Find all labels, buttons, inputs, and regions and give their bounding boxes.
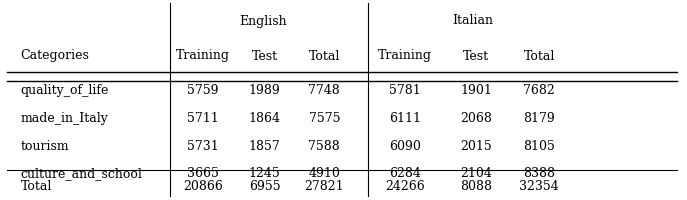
Text: 7682: 7682 bbox=[523, 84, 555, 97]
Text: 27821: 27821 bbox=[304, 180, 344, 194]
Text: English: English bbox=[239, 15, 287, 27]
Text: 7748: 7748 bbox=[308, 84, 340, 97]
Text: 6090: 6090 bbox=[390, 140, 421, 153]
Text: 8105: 8105 bbox=[523, 140, 555, 153]
Text: culture_and_school: culture_and_school bbox=[21, 167, 142, 180]
Text: 2068: 2068 bbox=[460, 112, 492, 125]
Text: 6955: 6955 bbox=[249, 180, 280, 194]
Text: 5731: 5731 bbox=[187, 140, 218, 153]
Text: 1901: 1901 bbox=[460, 84, 492, 97]
Text: Total: Total bbox=[21, 180, 52, 194]
Text: 8388: 8388 bbox=[523, 167, 555, 180]
Text: 7575: 7575 bbox=[308, 112, 340, 125]
Text: 6284: 6284 bbox=[390, 167, 421, 180]
Text: Test: Test bbox=[463, 49, 489, 62]
Text: 1245: 1245 bbox=[249, 167, 280, 180]
Text: Training: Training bbox=[176, 49, 229, 62]
Text: Total: Total bbox=[523, 49, 555, 62]
Text: 7588: 7588 bbox=[308, 140, 340, 153]
Text: 8088: 8088 bbox=[460, 180, 492, 194]
Text: 4910: 4910 bbox=[308, 167, 340, 180]
Text: made_in_Italy: made_in_Italy bbox=[21, 112, 109, 125]
Text: 3665: 3665 bbox=[187, 167, 218, 180]
Text: 5711: 5711 bbox=[187, 112, 218, 125]
Text: 20866: 20866 bbox=[183, 180, 223, 194]
Text: tourism: tourism bbox=[21, 140, 69, 153]
Text: 2015: 2015 bbox=[460, 140, 492, 153]
Text: Test: Test bbox=[251, 49, 278, 62]
Text: Italian: Italian bbox=[452, 15, 493, 27]
Text: 1864: 1864 bbox=[249, 112, 280, 125]
Text: 1989: 1989 bbox=[249, 84, 280, 97]
Text: 32354: 32354 bbox=[519, 180, 559, 194]
Text: Training: Training bbox=[379, 49, 432, 62]
Text: Total: Total bbox=[308, 49, 340, 62]
Text: 1857: 1857 bbox=[249, 140, 280, 153]
Text: 6111: 6111 bbox=[390, 112, 421, 125]
Text: quality_of_life: quality_of_life bbox=[21, 84, 109, 97]
Text: 2104: 2104 bbox=[460, 167, 492, 180]
Text: 24266: 24266 bbox=[385, 180, 425, 194]
Text: 8179: 8179 bbox=[523, 112, 555, 125]
Text: 5759: 5759 bbox=[187, 84, 218, 97]
Text: 5781: 5781 bbox=[390, 84, 421, 97]
Text: Categories: Categories bbox=[21, 49, 89, 62]
